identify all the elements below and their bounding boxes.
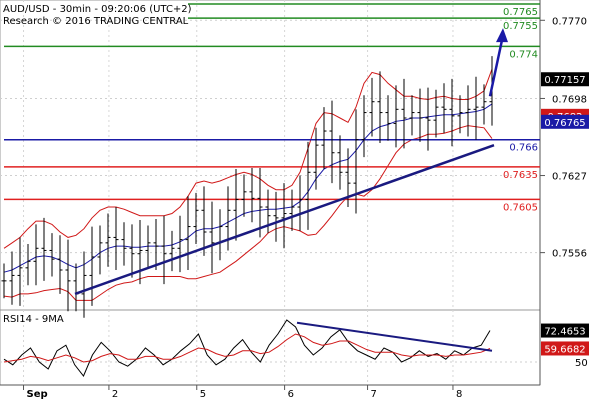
rsi-value-box	[541, 341, 589, 356]
rsi-line	[3, 319, 491, 377]
price-y-tick-label: 0.7698	[552, 94, 587, 105]
axis-labels: 0.7770 0.7698 0.7627 0.7556 Sep 2 5 6 7 8 0.77157 0…	[23, 16, 589, 400]
trendlines	[74, 28, 508, 296]
projection-arrow-shaft	[488, 39, 504, 97]
x-tick-label: 2	[112, 389, 118, 400]
rsi-value-box	[541, 323, 589, 338]
rsi-ma-line	[3, 333, 491, 363]
rsi-trendline	[296, 321, 493, 352]
price-bars	[1, 56, 495, 318]
resistance-level-label: 0.774	[509, 49, 538, 60]
chart-title: AUD/USD - 30min - 09:20:06 (UTC+2)	[3, 4, 192, 15]
x-tick-label: 7	[371, 389, 377, 400]
bollinger-upper-band	[3, 68, 493, 249]
resistance-level-label: 0.7755	[503, 21, 538, 32]
price-box	[541, 72, 589, 87]
rsi-panel-frame	[0, 309, 541, 386]
rsi-value-label: 59.6682	[544, 344, 585, 355]
price-panel-frame	[0, 0, 541, 311]
support-level-label: 0.7635	[503, 170, 538, 181]
price-box	[541, 114, 589, 129]
resistance-level-label: 0.7765	[503, 7, 538, 18]
price-y-tick-label: 0.7627	[552, 172, 587, 183]
x-tick-label: 5	[200, 389, 206, 400]
rsi-y-tick-label: 50	[575, 358, 588, 369]
x-tick-label: Sep	[27, 389, 48, 400]
chart-subtitle: Research © 2016 TRADING CENTRAL	[3, 16, 189, 27]
price-box-label: 0.77157	[544, 75, 585, 86]
x-tick-label: 8	[456, 389, 462, 400]
price-y-tick-label: 0.7556	[552, 249, 587, 260]
support-level-label: 0.7605	[503, 202, 538, 213]
price-trendline	[74, 143, 495, 296]
x-tick-label: 6	[288, 389, 294, 400]
grid	[0, 0, 540, 385]
price-y-tick-label: 0.7770	[552, 16, 587, 27]
rsi-panel-label: RSI14 - 9MA	[3, 314, 64, 325]
rsi-lines	[3, 319, 493, 377]
levels: 0.7765 0.7755 0.774 0.766 0.7635 0.7605	[4, 3, 540, 213]
pivot-level-label: 0.766	[509, 143, 538, 154]
rsi-value-label: 72.4653	[544, 327, 585, 338]
projection-arrow-head	[496, 28, 508, 43]
price-box-label: 0.76765	[544, 118, 585, 129]
